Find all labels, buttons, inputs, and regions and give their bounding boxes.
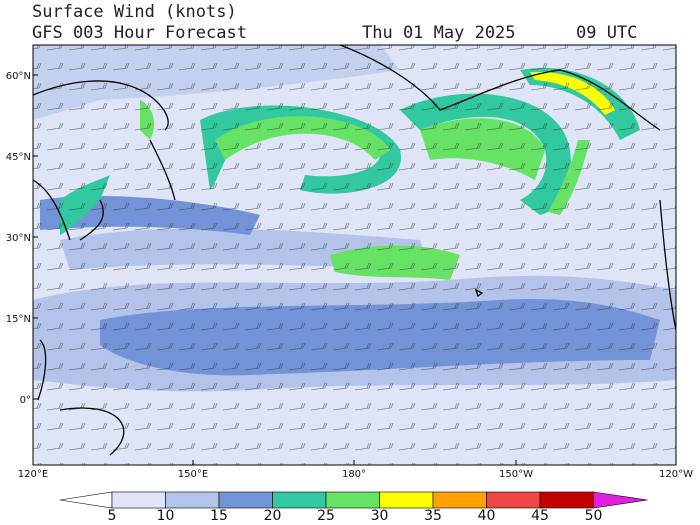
lon-label: 150°E: [178, 469, 208, 480]
colorbar-label: 25: [317, 508, 335, 524]
colorbar-box: [325, 491, 380, 509]
colorbar-box: [218, 491, 273, 509]
date: Thu 01 May 2025: [362, 23, 516, 43]
colorbar-label: 5: [108, 508, 117, 524]
colorbar-box: [379, 491, 434, 509]
lat-label: 60°N: [6, 71, 31, 82]
colorbar-label: 50: [585, 508, 603, 524]
colorbar-label: 15: [210, 508, 228, 524]
colorbar-box: [432, 491, 487, 509]
colorbar-box: [486, 491, 541, 509]
colorbar-box: [272, 491, 327, 509]
lon-label: 180°: [342, 469, 366, 480]
colorbar-box: [111, 491, 166, 509]
colorbar-low-end: [59, 491, 113, 509]
lat-label: 30°N: [6, 233, 31, 244]
colorbar-label: 10: [157, 508, 175, 524]
colorbar-label: 45: [531, 508, 549, 524]
colorbar-label: 20: [264, 508, 282, 524]
title: Surface Wind (knots): [32, 2, 237, 22]
lon-label: 120°E: [18, 469, 48, 480]
wind-field: [33, 45, 676, 465]
colorbar-label: 35: [424, 508, 442, 524]
lat-label: 45°N: [6, 152, 31, 163]
colorbar-box: [165, 491, 220, 509]
colorbar-high-end: [593, 491, 648, 509]
colorbar-label: 40: [478, 508, 496, 524]
subtitle: GFS 003 Hour Forecast: [32, 23, 247, 43]
colorbar-box: [539, 491, 594, 509]
lat-label: 15°N: [6, 314, 31, 325]
time: 09 UTC: [576, 23, 637, 43]
lon-label: 120°W: [659, 469, 693, 480]
lon-label: 150°W: [499, 469, 533, 480]
colorbar-label: 30: [371, 508, 389, 524]
lat-label: 0°: [20, 395, 31, 406]
